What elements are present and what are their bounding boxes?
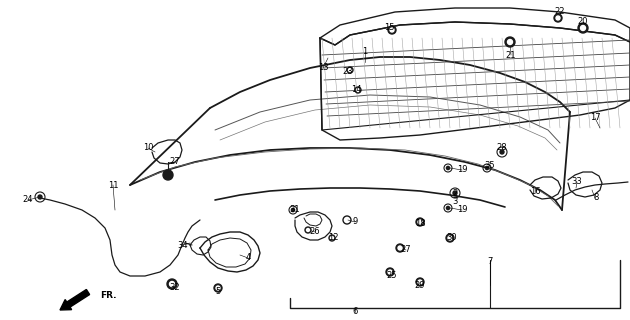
Text: 19: 19 xyxy=(457,205,467,214)
Circle shape xyxy=(388,26,396,34)
Circle shape xyxy=(448,236,452,240)
Circle shape xyxy=(388,270,392,274)
Text: 23: 23 xyxy=(343,68,353,76)
Text: 31: 31 xyxy=(290,205,301,214)
Circle shape xyxy=(386,268,394,276)
Circle shape xyxy=(329,235,335,241)
Circle shape xyxy=(214,284,222,292)
Circle shape xyxy=(578,23,588,33)
Circle shape xyxy=(500,150,504,154)
Circle shape xyxy=(505,37,515,47)
Text: 9: 9 xyxy=(352,218,358,227)
Text: 19: 19 xyxy=(457,165,467,174)
Text: 26: 26 xyxy=(310,228,320,236)
Circle shape xyxy=(38,195,42,199)
Circle shape xyxy=(453,191,457,195)
Text: 27: 27 xyxy=(169,157,180,166)
Circle shape xyxy=(305,227,311,233)
Text: 7: 7 xyxy=(488,258,493,267)
Circle shape xyxy=(163,170,173,180)
Text: 17: 17 xyxy=(590,114,600,123)
Text: 1: 1 xyxy=(362,47,368,57)
Text: 24: 24 xyxy=(23,196,33,204)
Text: 10: 10 xyxy=(143,143,153,153)
Text: 20: 20 xyxy=(578,18,588,27)
Circle shape xyxy=(416,218,424,226)
Text: 28: 28 xyxy=(496,143,507,153)
Circle shape xyxy=(580,26,585,30)
Circle shape xyxy=(554,14,562,22)
Circle shape xyxy=(390,28,394,32)
Circle shape xyxy=(508,39,512,44)
Text: 15: 15 xyxy=(384,23,394,33)
Text: 22: 22 xyxy=(555,7,565,17)
Circle shape xyxy=(292,208,295,212)
Text: 3: 3 xyxy=(452,197,457,206)
Text: 32: 32 xyxy=(169,284,180,292)
Text: 35: 35 xyxy=(484,161,495,170)
Circle shape xyxy=(355,87,361,93)
Circle shape xyxy=(396,244,404,252)
FancyArrow shape xyxy=(60,290,89,310)
Text: 25: 25 xyxy=(387,270,398,279)
Text: 5: 5 xyxy=(215,287,220,297)
Text: 27: 27 xyxy=(401,245,411,254)
Circle shape xyxy=(447,166,450,170)
Text: 16: 16 xyxy=(530,188,541,196)
Circle shape xyxy=(556,16,560,20)
Text: 13: 13 xyxy=(318,63,328,73)
Text: 33: 33 xyxy=(571,178,582,187)
Circle shape xyxy=(357,89,360,92)
Text: 29: 29 xyxy=(415,281,425,290)
Text: 2: 2 xyxy=(452,188,457,197)
Text: 4: 4 xyxy=(245,253,251,262)
Circle shape xyxy=(418,280,422,284)
Circle shape xyxy=(446,234,454,242)
Circle shape xyxy=(485,166,489,170)
Text: 8: 8 xyxy=(593,194,598,203)
Circle shape xyxy=(398,246,402,250)
Text: 14: 14 xyxy=(351,85,361,94)
Text: 6: 6 xyxy=(352,308,358,316)
Circle shape xyxy=(216,286,220,290)
Circle shape xyxy=(167,279,177,289)
Text: 34: 34 xyxy=(178,241,188,250)
Circle shape xyxy=(418,220,422,224)
Text: 18: 18 xyxy=(415,220,425,228)
Text: 12: 12 xyxy=(328,234,338,243)
Text: 11: 11 xyxy=(108,180,118,189)
Circle shape xyxy=(347,67,353,73)
Text: 21: 21 xyxy=(506,51,516,60)
Circle shape xyxy=(331,236,333,239)
Circle shape xyxy=(348,68,352,71)
Text: 30: 30 xyxy=(447,234,457,243)
Circle shape xyxy=(307,228,309,231)
Circle shape xyxy=(169,282,175,286)
Circle shape xyxy=(447,206,450,210)
Text: FR.: FR. xyxy=(100,291,117,300)
Circle shape xyxy=(416,278,424,286)
